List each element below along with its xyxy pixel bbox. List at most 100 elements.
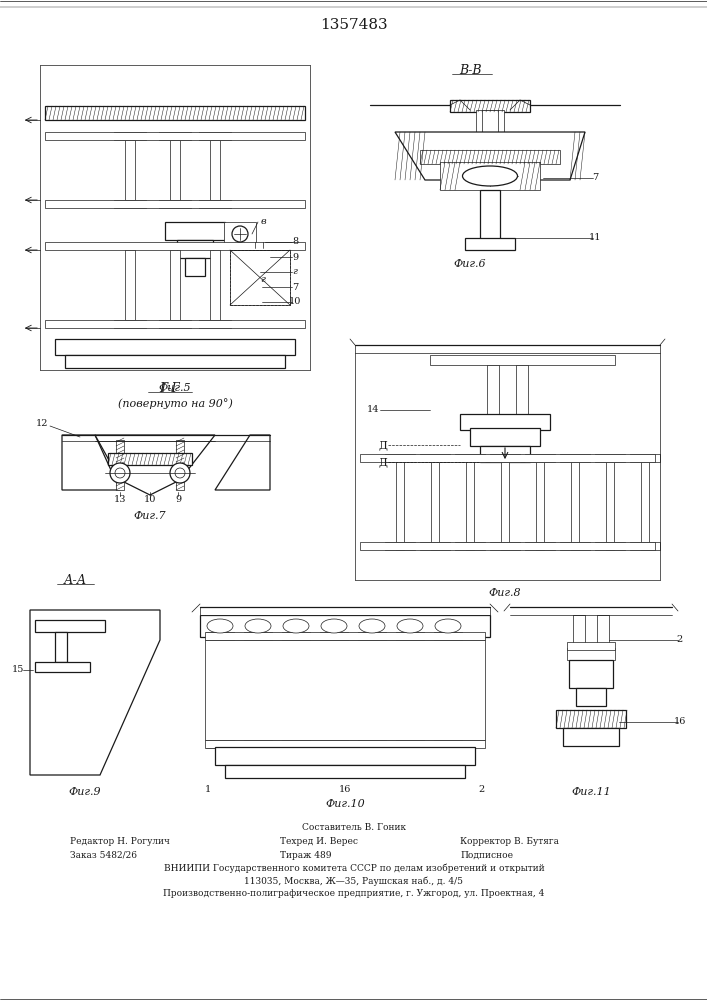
Ellipse shape [283,619,309,633]
Text: Подписное: Подписное [460,850,513,859]
Bar [330,638,338,748]
Bar [440,162,540,190]
Bar [45,200,305,208]
Bar [159,200,191,208]
Text: 9: 9 [175,495,181,504]
Bar [216,638,224,748]
Bar [460,414,550,430]
Bar [569,660,613,688]
Bar [490,454,520,462]
Bar [465,238,515,250]
Bar [200,607,490,615]
Bar [641,460,649,550]
Bar [199,320,231,328]
Bar [125,140,135,200]
Text: Составитель В. Гоник: Составитель В. Гоник [302,824,406,832]
Text: Д: Д [378,457,387,467]
Polygon shape [62,435,120,490]
Ellipse shape [245,619,271,633]
Bar [292,638,300,748]
Bar [595,454,625,462]
Text: 10: 10 [289,298,301,306]
Bar [444,638,452,748]
Text: Фиг.8: Фиг.8 [489,588,521,598]
Text: 2: 2 [677,636,683,645]
Bar [470,428,540,446]
Bar [567,648,615,660]
Circle shape [115,468,125,478]
Bar [455,542,485,550]
Bar [108,453,192,465]
Bar [368,638,376,748]
Text: 10: 10 [144,495,156,504]
Bar [560,542,590,550]
Bar [396,740,424,748]
Bar [406,638,414,748]
Bar [536,460,544,550]
Bar [606,460,614,550]
Bar [482,110,498,132]
Bar [185,258,205,276]
Text: ВНИИПИ Государственного комитета СССР по делам изобретений и открытий: ВНИИПИ Государственного комитета СССР по… [163,863,544,873]
Text: 13: 13 [114,495,127,504]
Text: 11: 11 [589,233,601,242]
Bar [595,542,625,550]
Bar [430,355,615,365]
Bar [45,242,305,250]
Bar [224,222,256,246]
Bar [358,632,386,640]
Bar [525,454,555,462]
Bar [556,710,626,728]
Bar [282,632,310,640]
Bar [431,460,439,550]
Bar [358,740,386,748]
Bar [230,250,290,305]
Bar [35,620,105,632]
Bar [159,320,191,328]
Bar [571,460,579,550]
Text: Техред И. Верес: Техред И. Верес [280,838,358,846]
Bar [125,250,135,320]
Bar [320,740,348,748]
Bar [385,542,415,550]
Bar [487,365,499,415]
Text: в: в [260,218,266,227]
Text: Д: Д [378,440,387,450]
Bar [170,140,180,200]
Text: 7: 7 [592,174,598,182]
Bar [455,454,485,462]
Text: Г-Г: Г-Г [160,381,180,394]
Bar [205,640,485,740]
Polygon shape [95,435,215,495]
Bar [396,632,424,640]
Bar [159,132,191,140]
Text: Фиг.6: Фиг.6 [454,259,486,269]
Text: 1: 1 [205,786,211,794]
Bar [254,638,262,748]
Ellipse shape [462,166,518,186]
Bar [114,200,146,208]
Bar [360,454,655,462]
Text: Корректор В. Бутяга: Корректор В. Бутяга [460,838,559,846]
Ellipse shape [207,619,233,633]
Text: 16: 16 [674,718,686,726]
Bar [573,615,585,650]
Bar [630,454,660,462]
Bar [244,740,272,748]
Text: Фиг.10: Фиг.10 [325,799,365,809]
Circle shape [175,468,185,478]
Bar [476,110,504,132]
Bar [420,454,450,462]
Bar [45,106,305,120]
Circle shape [110,463,130,483]
Bar [567,642,615,650]
Bar [215,747,475,765]
Bar [210,250,220,320]
Bar [114,132,146,140]
Bar [165,222,225,240]
Ellipse shape [359,619,385,633]
Bar [177,240,213,258]
Bar [199,200,231,208]
Bar [525,542,555,550]
Text: 14: 14 [367,406,379,414]
